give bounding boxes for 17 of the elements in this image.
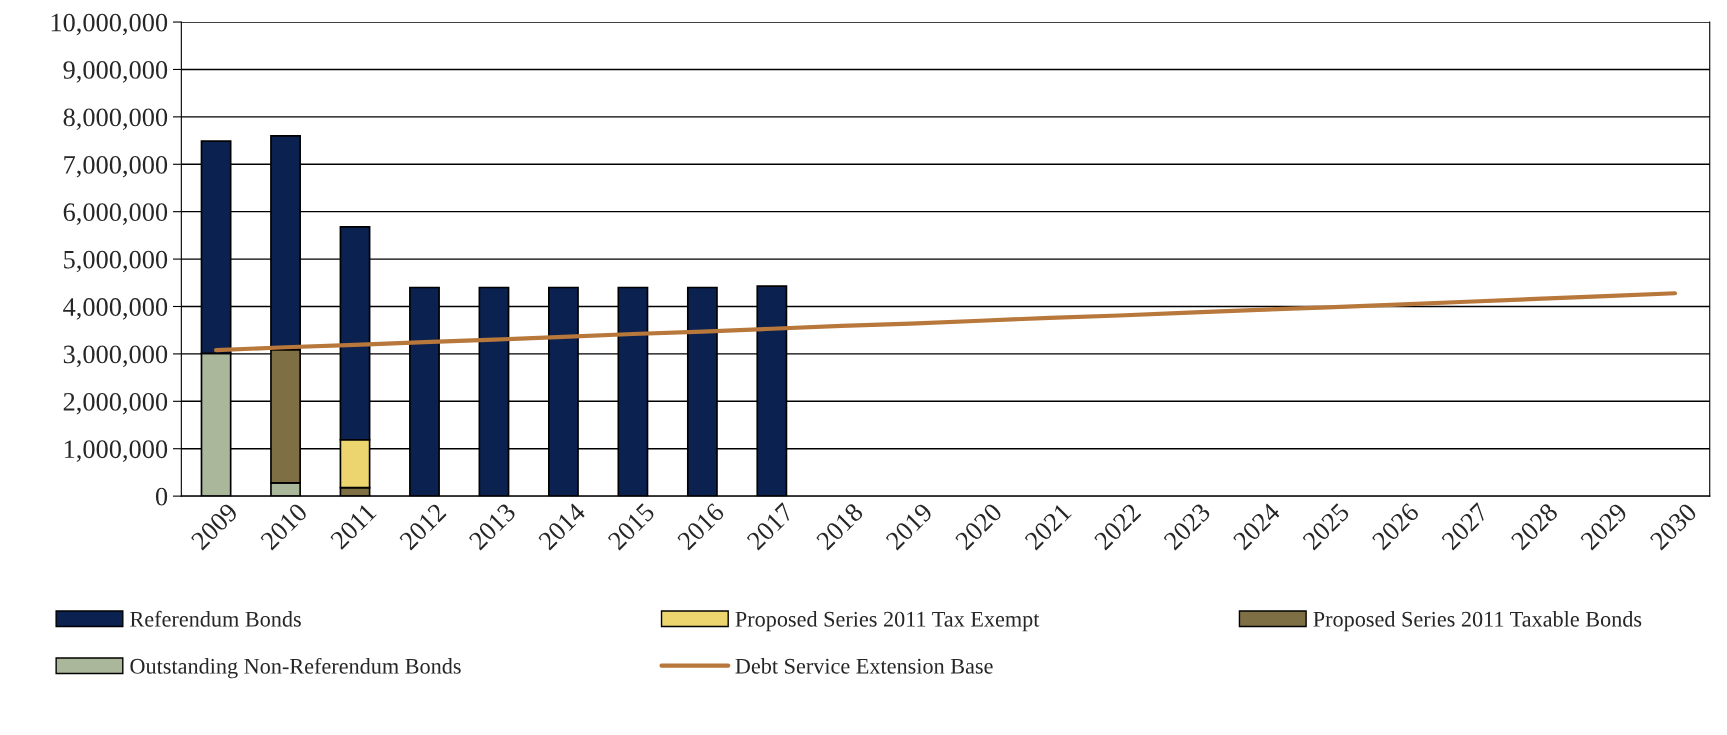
legend-label: Proposed Series 2011 Tax Exempt [735, 611, 1040, 632]
legend-label: Debt Service Extension Base [735, 658, 993, 674]
y-tick-label: 4,000,000 [63, 298, 168, 320]
legend-label: Referendum Bonds [130, 610, 301, 627]
y-tick-label: 10,000,000 [51, 13, 168, 36]
legend-label: Outstanding Non-Referendum Bonds [130, 657, 461, 679]
y-tick-label: 9,000,000 [63, 61, 168, 83]
y-tick-label: 0 [155, 487, 168, 506]
y-tick-label: 1,000,000 [64, 440, 168, 462]
legend-label: Proposed Series 2011 Taxable Bonds [1313, 611, 1642, 632]
line-series [213, 291, 1678, 353]
y-tick-label: 2,000,000 [63, 392, 168, 415]
y-tick-label: 6,000,000 [63, 203, 168, 225]
y-tick-label: 7,000,000 [64, 155, 168, 178]
y-tick-label: 8,000,000 [63, 108, 168, 131]
y-tick-label: 5,000,000 [64, 250, 168, 273]
y-tick-label: 3,000,000 [63, 345, 168, 368]
